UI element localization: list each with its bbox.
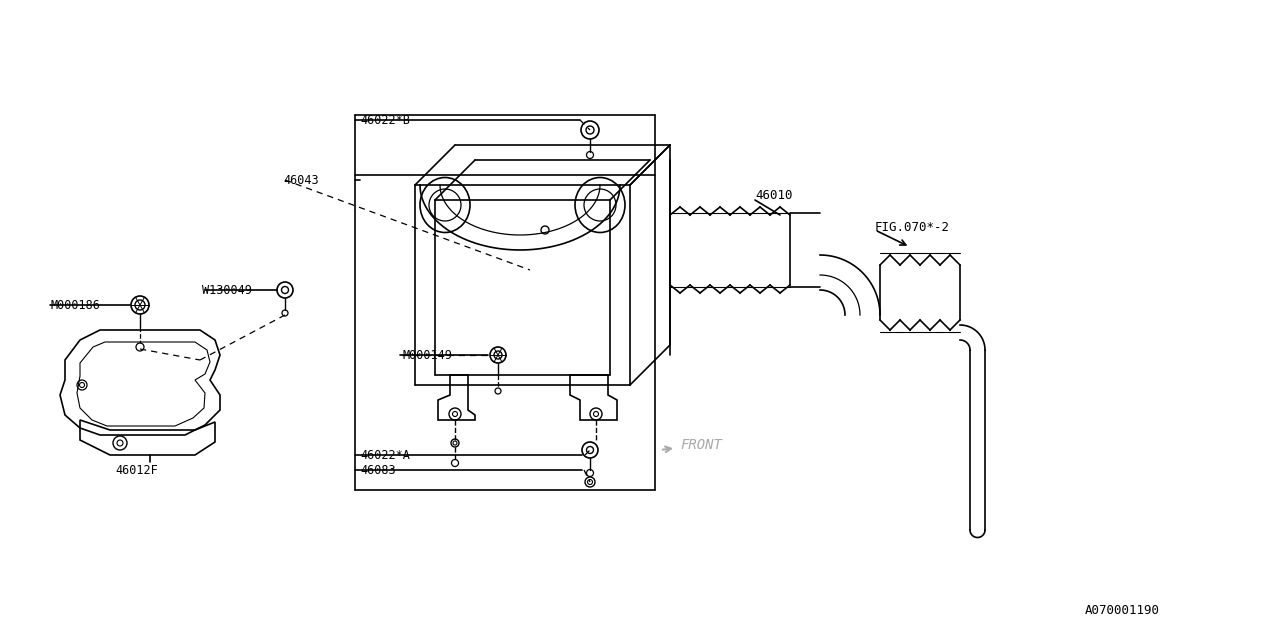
Text: 46022*B: 46022*B	[360, 113, 410, 127]
Text: FIG.070*-2: FIG.070*-2	[876, 221, 950, 234]
Text: 46012F: 46012F	[115, 463, 157, 477]
Text: A070001190: A070001190	[1085, 604, 1160, 616]
Text: 46043: 46043	[283, 173, 319, 186]
Text: M000149: M000149	[402, 349, 452, 362]
Text: 46010: 46010	[755, 189, 792, 202]
Text: 46083: 46083	[360, 463, 396, 477]
Text: 46022*A: 46022*A	[360, 449, 410, 461]
Text: W130049: W130049	[202, 284, 252, 296]
Text: FRONT: FRONT	[680, 438, 722, 452]
Text: M000186: M000186	[50, 298, 100, 312]
